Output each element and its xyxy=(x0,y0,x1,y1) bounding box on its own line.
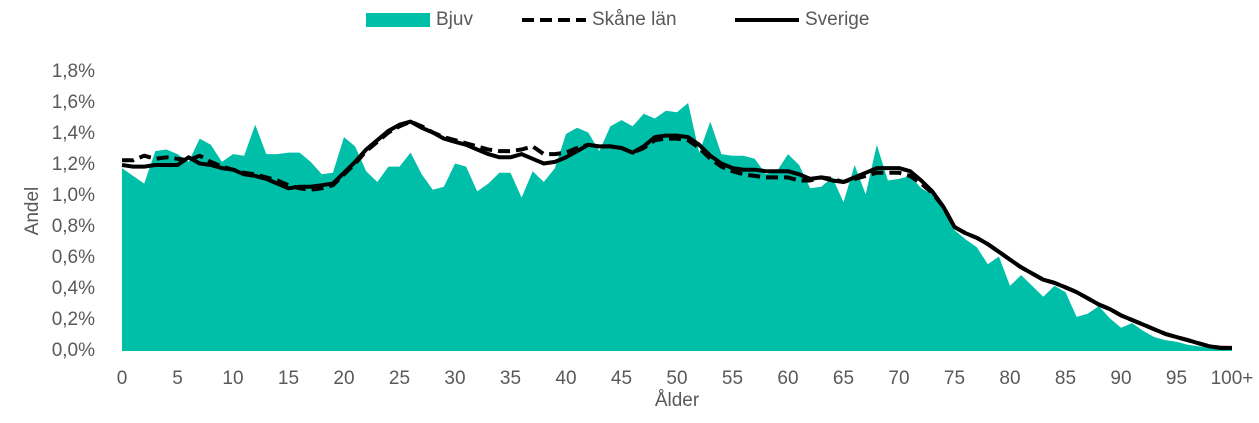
x-tick-label: 40 xyxy=(555,368,576,389)
y-tick-label: 0,0% xyxy=(52,340,95,361)
x-tick-label: 95 xyxy=(1166,368,1187,389)
area xyxy=(122,103,1232,351)
x-tick-label: 85 xyxy=(1055,368,1076,389)
y-tick-label: 1,2% xyxy=(52,154,95,175)
x-tick-label: 55 xyxy=(722,368,743,389)
x-tick-label: 65 xyxy=(833,368,854,389)
x-tick-label: 10 xyxy=(222,368,243,389)
x-tick-label: 20 xyxy=(333,368,354,389)
x-tick-label: 0 xyxy=(117,368,128,389)
x-tick-label: 75 xyxy=(944,368,965,389)
x-tick-label: 5 xyxy=(172,368,183,389)
legend-swatch xyxy=(366,13,430,27)
legend-label: Skåne län xyxy=(592,9,677,30)
line xyxy=(122,119,1232,350)
y-tick-label: 1,0% xyxy=(52,185,95,206)
legend-label: Bjuv xyxy=(436,9,473,30)
x-tick-label: 15 xyxy=(278,368,299,389)
y-tick-label: 1,4% xyxy=(52,123,95,144)
x-tick-label: 35 xyxy=(500,368,521,389)
x-axis-title: Ålder xyxy=(655,390,700,411)
x-tick-label: 100+ xyxy=(1211,368,1254,389)
line xyxy=(121,119,1232,350)
y-tick-label: 0,8% xyxy=(52,216,95,237)
y-tick-label: 0,2% xyxy=(52,309,95,330)
y-tick-label: 1,6% xyxy=(52,92,95,113)
y-tick-label: 0,4% xyxy=(52,278,95,299)
x-tick-label: 70 xyxy=(888,368,909,389)
x-tick-label: 45 xyxy=(611,368,632,389)
y-axis-title: Andel xyxy=(22,187,43,236)
x-tick-label: 60 xyxy=(777,368,798,389)
x-tick-label: 30 xyxy=(444,368,465,389)
y-tick-label: 0,6% xyxy=(52,247,95,268)
x-tick-label: 25 xyxy=(389,368,410,389)
x-tick-label: 80 xyxy=(999,368,1020,389)
legend-label: Sverige xyxy=(805,9,869,30)
x-tick-label: 50 xyxy=(666,368,687,389)
x-tick-label: 90 xyxy=(1110,368,1131,389)
y-tick-label: 1,8% xyxy=(52,61,95,82)
